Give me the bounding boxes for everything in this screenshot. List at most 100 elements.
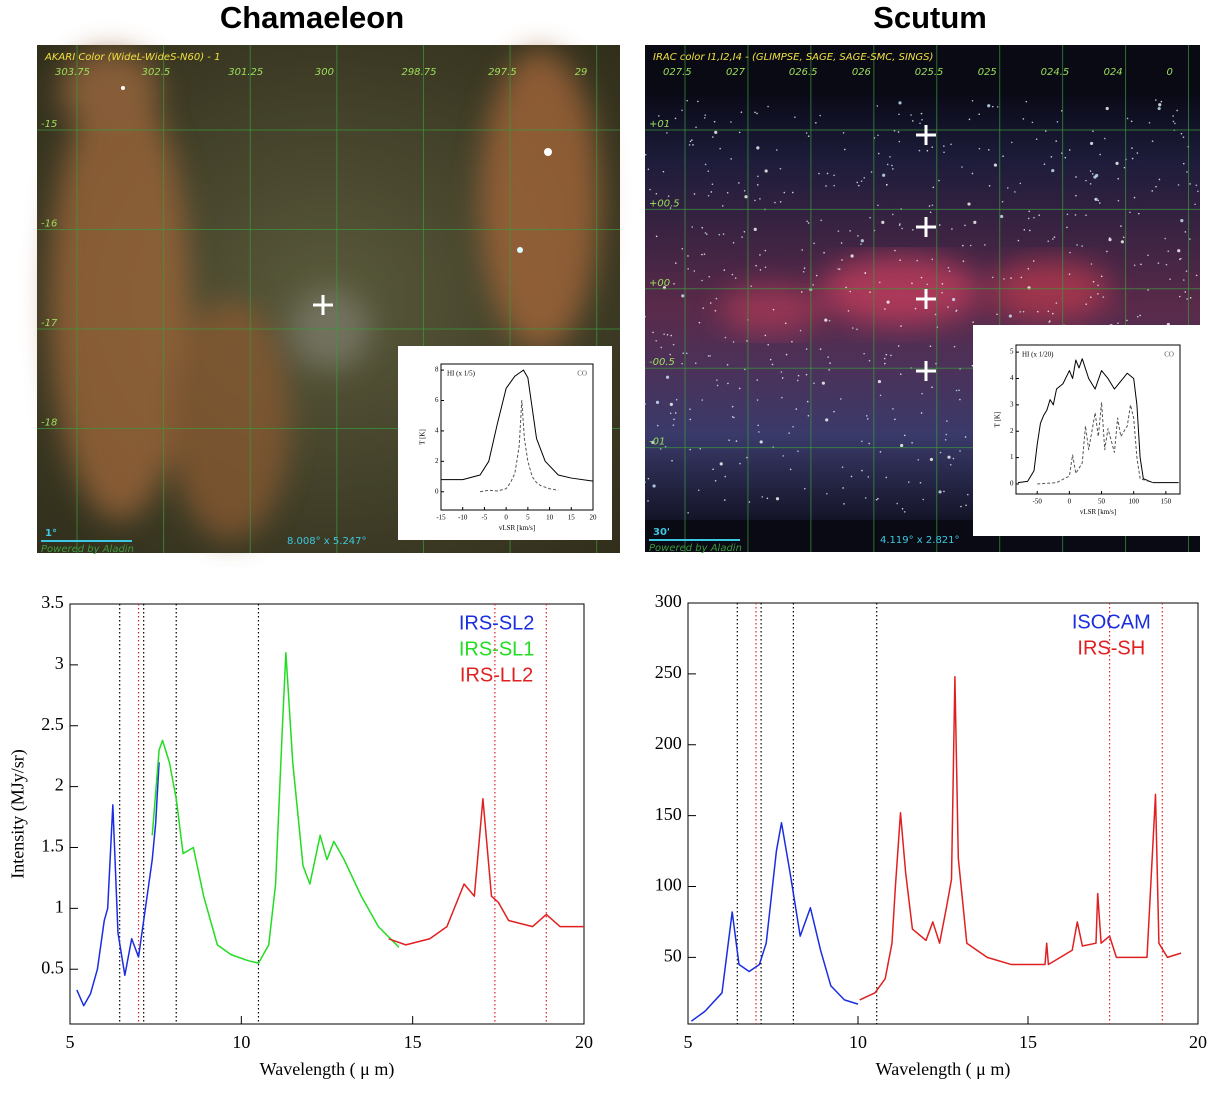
star bbox=[1155, 185, 1157, 188]
legend-label: IRS-SL1 bbox=[459, 638, 535, 660]
star bbox=[1085, 179, 1087, 182]
star bbox=[837, 268, 839, 270]
series-line bbox=[76, 762, 160, 1007]
star bbox=[860, 180, 863, 182]
star bbox=[658, 115, 660, 117]
star bbox=[666, 132, 668, 134]
y-tick-label: 1.5 bbox=[41, 836, 64, 856]
star bbox=[884, 362, 886, 365]
star bbox=[815, 122, 817, 124]
y-tick-label: 50 bbox=[664, 946, 682, 966]
image-coordinate: 0 bbox=[1167, 67, 1173, 78]
legend-label: IRS-SL2 bbox=[459, 612, 535, 634]
star bbox=[805, 373, 808, 376]
star bbox=[868, 359, 871, 362]
star bbox=[971, 364, 974, 367]
star bbox=[789, 468, 792, 471]
star bbox=[971, 99, 974, 102]
star bbox=[911, 282, 913, 285]
star bbox=[764, 334, 767, 337]
star bbox=[878, 281, 881, 284]
star bbox=[709, 355, 711, 357]
star bbox=[672, 343, 675, 346]
star bbox=[869, 216, 871, 219]
star bbox=[850, 475, 853, 478]
star bbox=[743, 230, 746, 233]
star bbox=[946, 420, 948, 422]
x-tick-label: 50 bbox=[1098, 497, 1106, 505]
star bbox=[693, 193, 696, 195]
star bbox=[647, 168, 650, 171]
image-credit: Powered by Aladin bbox=[41, 544, 134, 555]
star bbox=[649, 188, 651, 191]
plot-frame bbox=[69, 603, 585, 1025]
star bbox=[1020, 276, 1023, 279]
star bbox=[704, 114, 707, 116]
star bbox=[783, 191, 786, 194]
star bbox=[704, 163, 707, 166]
x-axis-label: vLSR [km/s] bbox=[1080, 508, 1116, 516]
star bbox=[1174, 122, 1176, 125]
star bbox=[866, 418, 869, 420]
star bbox=[746, 340, 748, 342]
star bbox=[756, 112, 758, 115]
star bbox=[1184, 231, 1187, 233]
star bbox=[655, 400, 660, 405]
star bbox=[805, 348, 808, 350]
star bbox=[689, 448, 692, 451]
star bbox=[877, 152, 880, 155]
star bbox=[877, 497, 879, 500]
y-tick-label: 4 bbox=[435, 427, 439, 435]
star bbox=[663, 333, 665, 335]
star bbox=[759, 254, 761, 256]
star bbox=[823, 251, 825, 254]
star bbox=[707, 194, 710, 197]
star bbox=[644, 315, 646, 318]
star bbox=[891, 164, 893, 167]
legend-label: HI (x 1/20) bbox=[1022, 351, 1054, 359]
star bbox=[656, 424, 659, 427]
star bbox=[767, 105, 769, 108]
star bbox=[719, 462, 723, 466]
star bbox=[1047, 240, 1050, 242]
star bbox=[993, 163, 998, 167]
legend-label: HI (x 1/5) bbox=[447, 370, 476, 378]
star bbox=[724, 475, 727, 478]
x-tick-label: 20 bbox=[1189, 1032, 1207, 1052]
star bbox=[1089, 170, 1092, 172]
image-scale: 1° bbox=[45, 528, 57, 539]
star bbox=[1106, 250, 1108, 253]
star bbox=[996, 313, 998, 316]
x-tick-label: 5 bbox=[526, 513, 530, 521]
star bbox=[813, 382, 815, 385]
panel-title: Scutum bbox=[873, 0, 987, 35]
star bbox=[931, 386, 933, 388]
y-tick-label: 2 bbox=[55, 775, 64, 795]
star bbox=[791, 340, 793, 343]
star bbox=[739, 462, 741, 465]
star bbox=[723, 499, 726, 501]
star bbox=[698, 321, 701, 324]
legend-label: CO bbox=[577, 370, 587, 378]
star bbox=[689, 140, 692, 143]
star bbox=[716, 384, 719, 387]
star bbox=[898, 140, 901, 143]
star bbox=[964, 224, 966, 227]
star bbox=[898, 113, 900, 116]
star bbox=[691, 226, 694, 228]
star bbox=[898, 224, 901, 226]
image-size: 4.119° x 2.821° bbox=[880, 535, 960, 546]
star bbox=[670, 334, 673, 337]
star bbox=[948, 270, 951, 272]
star bbox=[847, 310, 850, 312]
star bbox=[767, 343, 770, 346]
star bbox=[1014, 191, 1016, 193]
star bbox=[1090, 296, 1092, 299]
star bbox=[688, 144, 691, 146]
star bbox=[938, 490, 942, 494]
star bbox=[701, 399, 704, 401]
star bbox=[886, 163, 889, 166]
star bbox=[794, 116, 796, 119]
star bbox=[1105, 106, 1109, 111]
